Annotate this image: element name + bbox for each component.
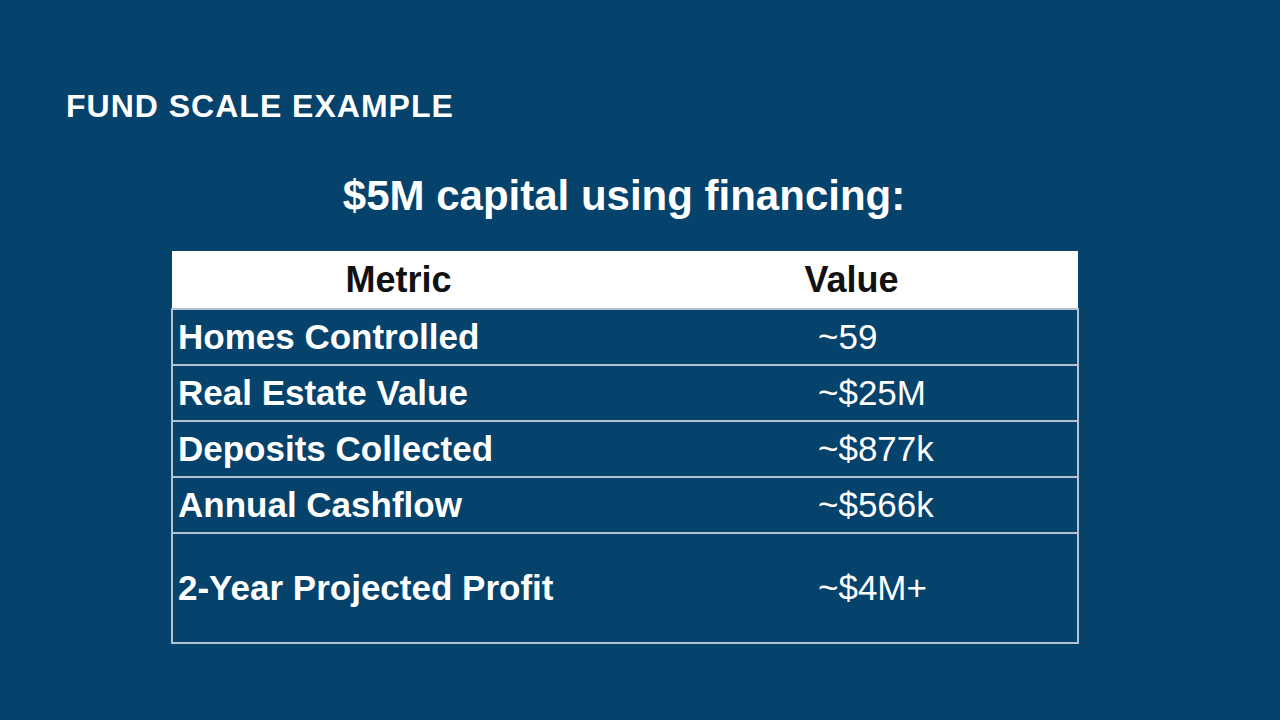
table-row: Homes Controlled ~59 xyxy=(172,309,1078,365)
table-row: Annual Cashflow ~$566k xyxy=(172,477,1078,533)
table-row: Deposits Collected ~$877k xyxy=(172,421,1078,477)
metric-cell: Deposits Collected xyxy=(172,421,625,477)
table-row: Real Estate Value ~$25M xyxy=(172,365,1078,421)
column-header-metric: Metric xyxy=(172,251,625,309)
value-cell: ~$877k xyxy=(625,421,1078,477)
metric-cell: Real Estate Value xyxy=(172,365,625,421)
value-cell: ~59 xyxy=(625,309,1078,365)
metric-cell: Homes Controlled xyxy=(172,309,625,365)
value-cell: ~$4M+ xyxy=(625,533,1078,643)
metric-cell: 2-Year Projected Profit xyxy=(172,533,625,643)
table-header-row: Metric Value xyxy=(172,251,1078,309)
slide-title: FUND SCALE EXAMPLE xyxy=(66,88,454,125)
table-row: 2-Year Projected Profit ~$4M+ xyxy=(172,533,1078,643)
value-cell: ~$566k xyxy=(625,477,1078,533)
slide: FUND SCALE EXAMPLE $5M capital using fin… xyxy=(0,0,1280,720)
metric-cell: Annual Cashflow xyxy=(172,477,625,533)
table-caption: $5M capital using financing: xyxy=(171,172,1077,220)
fund-scale-table: Metric Value Homes Controlled ~59 Real E… xyxy=(171,251,1079,644)
value-cell: ~$25M xyxy=(625,365,1078,421)
column-header-value: Value xyxy=(625,251,1078,309)
